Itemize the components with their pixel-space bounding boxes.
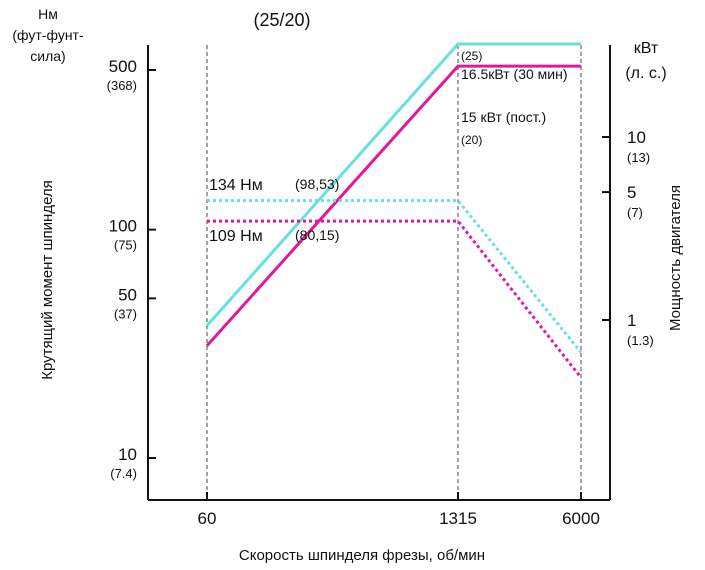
y-right-ticks: 10 (13) 5 (7) 1 (1.3)	[602, 128, 654, 348]
annotation-15-kw: 15 кВт (пост.)	[461, 109, 546, 125]
breakpoint-gridlines	[206, 45, 582, 500]
y-right-tick-label: 5	[627, 183, 636, 202]
y-left-unit-2: (фут-фунт-	[12, 27, 84, 43]
y-left-tick-sublabel: (7.4)	[110, 466, 137, 481]
y-left-tick-label: 50	[118, 285, 137, 304]
y-left-tick-sublabel: (368)	[107, 78, 137, 93]
series-line-torque-e0189a	[207, 219, 583, 379]
annotation-20: (20)	[461, 133, 482, 147]
x-ticks: 60 1315 6000	[198, 492, 600, 528]
y-left-ticks: 500 (368) 100 (75) 50 (37) 10 (7.4)	[107, 57, 156, 481]
y-right-tick-label: 1	[627, 311, 636, 330]
y-right-tick-label: 10	[627, 128, 646, 147]
chart-title-fragment: (25/20)	[253, 10, 310, 30]
series-line-torque-66e0e0	[207, 199, 583, 354]
x-tick-label: 60	[198, 509, 217, 528]
y-left-tick-sublabel: (75)	[114, 238, 137, 253]
y-right-tick-sublabel: (1.3)	[627, 333, 654, 348]
y-left-tick-sublabel: (37)	[114, 306, 137, 321]
annotation-134-sub: (98,53)	[295, 176, 339, 192]
y-right-axis-title: Мощность двигателя	[667, 185, 684, 331]
annotation-109-nm: 109 Нм	[209, 228, 263, 245]
y-right-unit-1: кВт	[634, 40, 659, 57]
series-line-power-e0189a	[205, 64, 581, 347]
annotation-134-nm: 134 Нм	[209, 177, 263, 194]
y-left-unit-1: Нм	[38, 6, 58, 22]
y-right-tick-sublabel: (13)	[627, 150, 650, 165]
annotation-25: (25)	[461, 49, 482, 63]
y-left-unit-3: сила)	[30, 48, 65, 64]
annotation-16-5-kw: 16.5кВт (30 мин)	[461, 66, 568, 82]
y-left-tick-label: 500	[109, 57, 137, 76]
series-line-power-66e0e0	[205, 42, 581, 327]
y-left-tick-label: 100	[109, 217, 137, 236]
series-group	[205, 42, 583, 379]
x-tick-label: 6000	[562, 509, 600, 528]
x-tick-label: 1315	[439, 509, 477, 528]
y-left-axis-title: Крутящий момент шпинделя	[39, 180, 56, 380]
annotation-109-sub: (80,15)	[295, 227, 339, 243]
y-right-tick-sublabel: (7)	[627, 205, 643, 220]
y-left-tick-label: 10	[118, 445, 137, 464]
y-right-unit-2: (л. с.)	[625, 65, 666, 82]
x-axis-title: Скорость шпинделя фрезы, об/мин	[239, 547, 485, 564]
